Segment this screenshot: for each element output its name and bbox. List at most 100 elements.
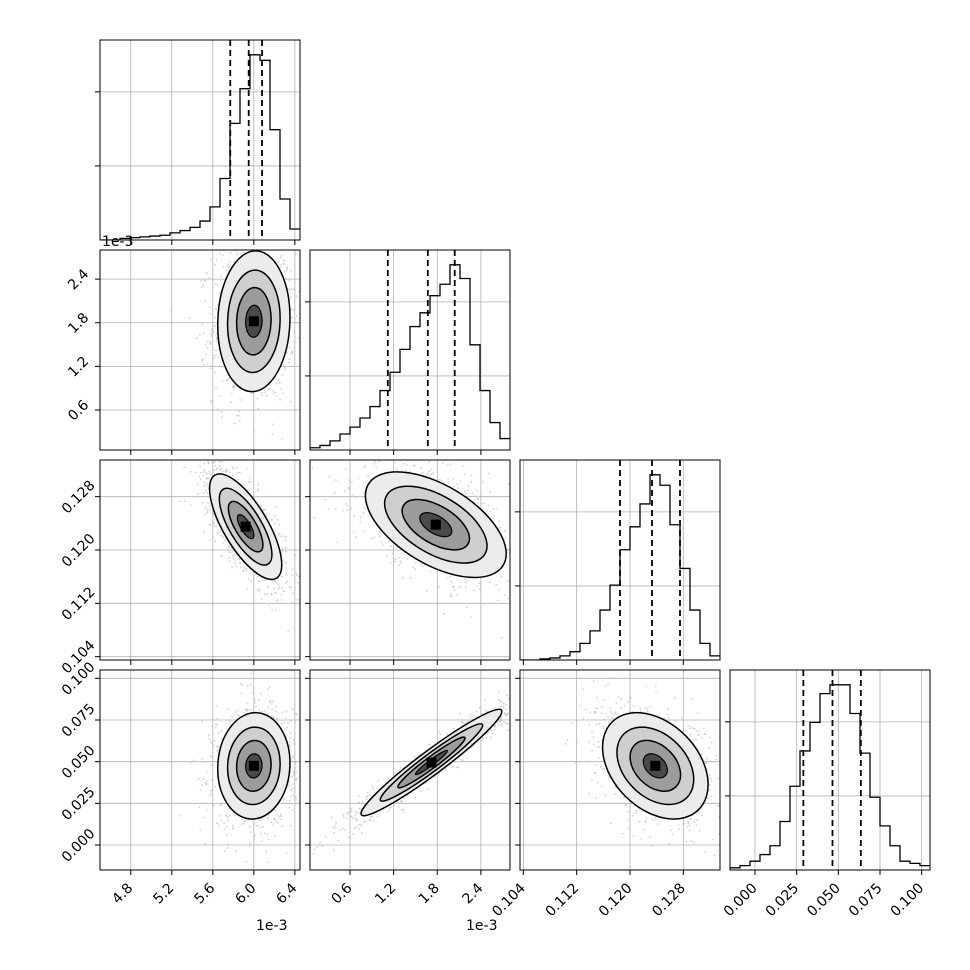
sample-point bbox=[210, 401, 212, 404]
sample-point bbox=[260, 598, 263, 601]
sample-point bbox=[364, 465, 367, 468]
sample-point bbox=[531, 550, 533, 552]
sample-point bbox=[344, 457, 346, 459]
sample-point bbox=[500, 575, 503, 578]
sample-point bbox=[216, 717, 219, 720]
sample-point bbox=[221, 460, 224, 463]
sample-point bbox=[284, 547, 286, 549]
sample-point bbox=[406, 558, 409, 560]
sample-point bbox=[207, 462, 210, 464]
sample-point bbox=[420, 563, 423, 566]
sample-point bbox=[246, 702, 249, 705]
sample-point bbox=[502, 702, 505, 705]
sample-point bbox=[280, 264, 282, 266]
sample-point bbox=[223, 822, 225, 825]
sample-point bbox=[206, 482, 209, 485]
sample-point bbox=[264, 709, 267, 712]
sample-point bbox=[346, 504, 349, 507]
sample-point bbox=[283, 259, 286, 262]
sample-point bbox=[294, 721, 296, 724]
sample-point bbox=[276, 518, 279, 521]
sample-point bbox=[335, 454, 337, 456]
sample-point bbox=[446, 464, 449, 467]
panel-frame bbox=[519, 459, 721, 661]
sample-point bbox=[237, 709, 240, 712]
sample-point bbox=[316, 444, 318, 446]
sample-point bbox=[222, 542, 225, 545]
sample-point bbox=[281, 224, 283, 226]
sample-point bbox=[360, 831, 363, 834]
sample-point bbox=[204, 279, 207, 282]
sample-point bbox=[259, 832, 262, 835]
sample-point bbox=[294, 554, 297, 557]
sample-point bbox=[479, 585, 482, 588]
sample-point bbox=[450, 580, 453, 583]
sample-point bbox=[422, 472, 424, 475]
sample-point bbox=[459, 585, 462, 588]
sample-point bbox=[285, 851, 288, 854]
sample-point bbox=[344, 467, 347, 470]
sample-point bbox=[284, 368, 286, 371]
sample-point bbox=[222, 470, 224, 473]
sample-point bbox=[295, 295, 298, 298]
panel-content bbox=[311, 433, 541, 639]
sample-point bbox=[273, 587, 276, 590]
sample-point bbox=[415, 561, 417, 564]
sample-point bbox=[238, 410, 241, 413]
sample-point bbox=[382, 452, 384, 454]
sample-point bbox=[315, 433, 317, 435]
sample-point bbox=[258, 247, 260, 249]
sample-point bbox=[266, 513, 269, 515]
sample-point bbox=[511, 700, 513, 702]
sample-point bbox=[342, 509, 344, 512]
sample-point bbox=[206, 508, 209, 511]
sample-point bbox=[197, 492, 199, 495]
sample-point bbox=[274, 580, 277, 583]
sample-point bbox=[441, 462, 444, 465]
sample-point bbox=[230, 401, 232, 404]
sample-point bbox=[404, 470, 407, 472]
sample-point bbox=[278, 382, 281, 384]
sample-point bbox=[214, 726, 217, 729]
sample-point bbox=[238, 558, 240, 561]
sample-point bbox=[228, 719, 231, 721]
scatter-panel-p1-p2 bbox=[309, 433, 541, 661]
sample-point bbox=[389, 562, 392, 565]
sample-point bbox=[293, 773, 295, 776]
sample-point bbox=[211, 279, 214, 282]
sample-point bbox=[205, 779, 208, 782]
sample-point bbox=[232, 814, 235, 816]
sample-point bbox=[472, 589, 475, 592]
sample-point bbox=[228, 377, 230, 380]
sample-point bbox=[226, 378, 229, 381]
sample-point bbox=[514, 706, 516, 708]
sample-point bbox=[246, 467, 249, 470]
sample-point bbox=[282, 392, 285, 395]
sample-point bbox=[218, 814, 221, 817]
sample-point bbox=[539, 580, 541, 582]
sample-point bbox=[199, 471, 202, 474]
sample-point bbox=[231, 386, 234, 389]
sample-point bbox=[505, 722, 508, 724]
sample-point bbox=[204, 842, 206, 845]
sample-point bbox=[268, 388, 271, 390]
sample-point bbox=[258, 580, 261, 583]
sample-point bbox=[494, 726, 497, 729]
sample-point bbox=[271, 222, 273, 224]
sample-point bbox=[256, 589, 259, 592]
sample-point bbox=[290, 296, 292, 299]
sample-point bbox=[219, 252, 221, 255]
panel-frame bbox=[729, 669, 931, 871]
sample-point bbox=[232, 226, 234, 228]
sample-point bbox=[208, 277, 211, 279]
sample-point bbox=[281, 559, 284, 562]
sample-point bbox=[359, 516, 362, 519]
sample-point bbox=[276, 599, 279, 602]
sample-point bbox=[233, 562, 236, 565]
sample-point bbox=[239, 252, 242, 255]
sample-point bbox=[536, 599, 538, 601]
sample-point bbox=[201, 757, 204, 760]
sample-point bbox=[507, 579, 510, 582]
sample-point bbox=[262, 825, 264, 828]
